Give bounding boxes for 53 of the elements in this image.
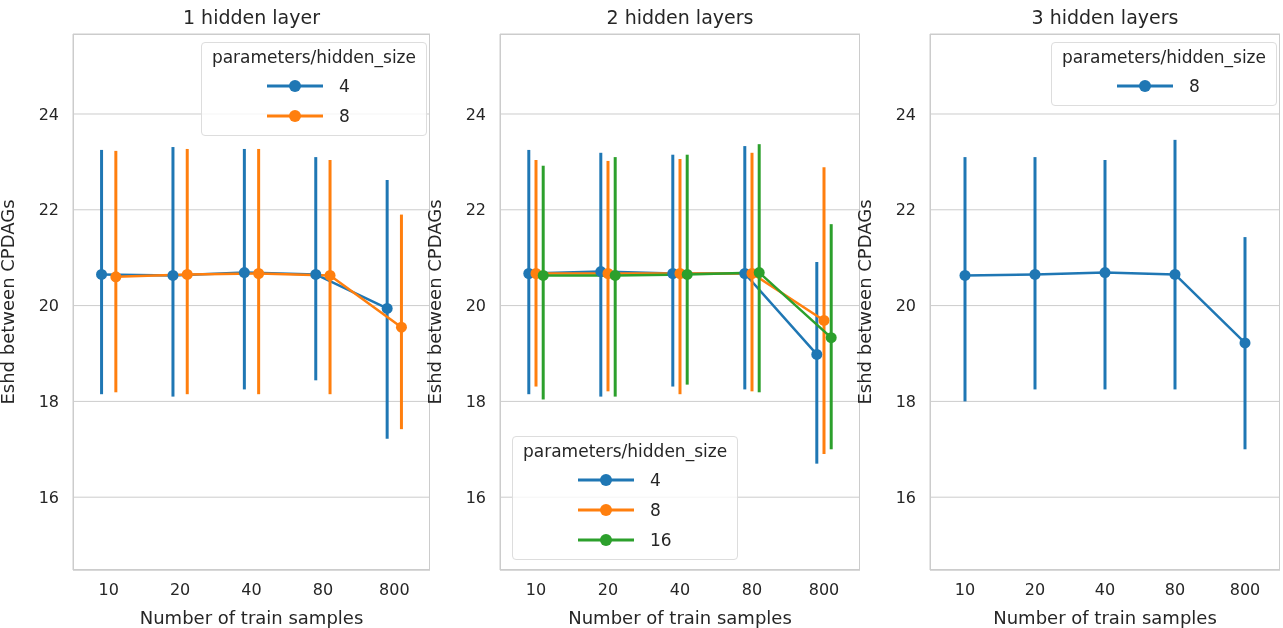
- y-tick-label: 20: [895, 296, 916, 316]
- legend-label: 16: [650, 530, 673, 550]
- x-tick-label: 800: [1229, 580, 1261, 600]
- y-tick-label: 16: [465, 487, 486, 507]
- x-tick-label: 20: [169, 580, 191, 600]
- y-axis-title: Eshd between CPDAGs: [424, 199, 446, 405]
- y-tick-label: 24: [895, 104, 916, 124]
- x-axis-title: Number of train samples: [568, 607, 792, 628]
- x-axis-title: Number of train samples: [139, 607, 364, 628]
- y-tick-label: 22: [465, 200, 486, 220]
- x-tick-label: 80: [741, 580, 763, 600]
- x-tick-label: 40: [1094, 580, 1116, 600]
- chart-title: 1 hidden layer: [182, 6, 321, 28]
- x-tick-label: 20: [1024, 580, 1046, 600]
- y-tick-label: 18: [895, 392, 916, 412]
- y-tick-label: 20: [38, 296, 59, 316]
- legend-label: 4: [650, 470, 662, 490]
- legend-label: 8: [1188, 76, 1201, 96]
- legend-title: parameters/hidden_size: [211, 47, 416, 67]
- point: [1029, 268, 1041, 280]
- x-tick-label: 800: [808, 580, 840, 600]
- x-tick-label: 40: [241, 580, 262, 600]
- chart-title: 3 hidden layers: [1030, 6, 1180, 28]
- legend-label: 8: [338, 106, 351, 126]
- x-tick-label: 80: [312, 580, 334, 600]
- y-tick-label: 22: [38, 200, 59, 220]
- legend-title: parameters/hidden_size: [523, 441, 728, 461]
- x-tick-label: 20: [597, 580, 619, 600]
- y-tick-label: 24: [465, 104, 486, 124]
- y-axis-title: Eshd between CPDAGs: [854, 199, 876, 405]
- y-tick-label: 22: [895, 200, 916, 220]
- chart-title: 2 hidden layers: [605, 6, 755, 28]
- x-tick-label: 80: [1164, 580, 1186, 600]
- y-tick-label: 20: [465, 296, 486, 316]
- x-tick-label: 10: [525, 580, 547, 600]
- point: [1169, 268, 1181, 280]
- y-tick-label: 24: [38, 104, 59, 124]
- point: [1099, 267, 1111, 279]
- y-tick-label: 16: [895, 487, 916, 507]
- point: [959, 269, 971, 281]
- x-tick-label: 800: [379, 580, 410, 600]
- y-tick-label: 18: [465, 392, 486, 412]
- point: [1239, 337, 1251, 349]
- x-tick-label: 40: [669, 580, 691, 600]
- x-axis-title: Number of train samples: [993, 607, 1217, 628]
- legend-label: 4: [338, 76, 351, 96]
- y-axis-title: Eshd between CPDAGs: [0, 199, 19, 405]
- y-tick-label: 16: [38, 487, 59, 507]
- legend-label: 8: [650, 500, 662, 520]
- x-tick-label: 10: [954, 580, 976, 600]
- legend-title: parameters/hidden_size: [1061, 47, 1266, 67]
- y-tick-label: 18: [38, 392, 59, 412]
- x-tick-label: 10: [98, 580, 119, 600]
